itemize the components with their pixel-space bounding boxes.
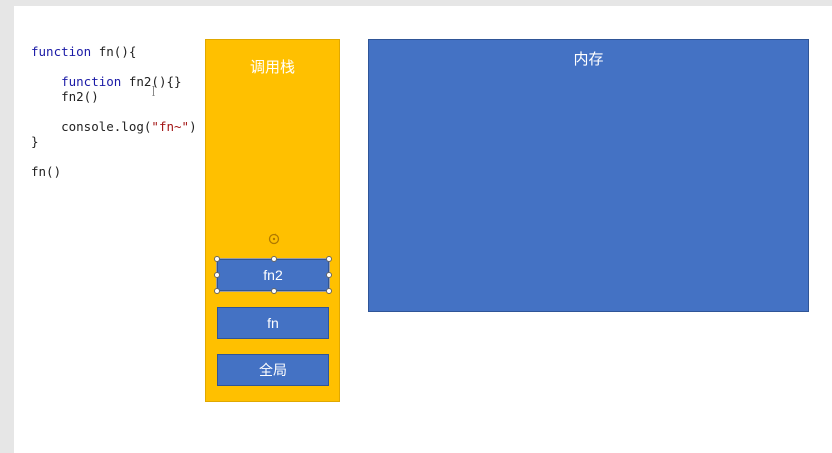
stack-frame-global[interactable]: 全局 bbox=[217, 354, 329, 386]
stack-frame-label: fn bbox=[267, 315, 279, 331]
memory-panel: 内存 bbox=[368, 39, 809, 312]
resize-handle[interactable] bbox=[214, 256, 220, 262]
code-line: function fn2(){} bbox=[31, 74, 197, 89]
resize-handle[interactable] bbox=[271, 256, 277, 262]
resize-handle[interactable] bbox=[326, 272, 332, 278]
stack-frame-label: 全局 bbox=[259, 362, 287, 378]
code-token: ) bbox=[189, 119, 197, 134]
code-token: fn(){ bbox=[91, 44, 137, 59]
resize-handle[interactable] bbox=[326, 256, 332, 262]
code-line bbox=[31, 59, 197, 74]
code-line: console.log("fn~") bbox=[31, 119, 197, 134]
stack-frame-label: fn2 bbox=[263, 267, 283, 283]
code-token: fn2() bbox=[31, 89, 99, 104]
code-line: fn() bbox=[31, 164, 197, 179]
code-keyword: function bbox=[31, 44, 92, 59]
code-token: fn2(){} bbox=[121, 74, 182, 89]
code-string: "fn~" bbox=[151, 119, 190, 134]
code-token: fn() bbox=[31, 164, 62, 179]
code-line: } bbox=[31, 134, 197, 149]
code-line: fn2() bbox=[31, 89, 197, 104]
text-cursor-icon bbox=[152, 86, 155, 96]
code-token bbox=[31, 74, 61, 89]
code-keyword: function bbox=[61, 74, 122, 89]
resize-handle[interactable] bbox=[214, 272, 220, 278]
code-token: console.log( bbox=[31, 119, 152, 134]
code-line bbox=[31, 149, 197, 164]
resize-handle[interactable] bbox=[326, 288, 332, 294]
resize-handle[interactable] bbox=[214, 288, 220, 294]
rotate-icon[interactable] bbox=[268, 233, 280, 245]
code-snippet: function fn(){ function fn2(){} fn2() co… bbox=[31, 44, 197, 179]
stack-frame-fn[interactable]: fn bbox=[217, 307, 329, 339]
call-stack-panel: 调用栈 fn2 fn 全局 bbox=[205, 39, 340, 402]
resize-handle[interactable] bbox=[271, 288, 277, 294]
stack-frame-fn2[interactable]: fn2 bbox=[214, 256, 332, 294]
call-stack-title: 调用栈 bbox=[249, 59, 295, 76]
memory-title: 内存 bbox=[573, 51, 604, 68]
code-line: function fn(){ bbox=[31, 44, 197, 59]
code-token: } bbox=[31, 134, 39, 149]
code-line bbox=[31, 104, 197, 119]
